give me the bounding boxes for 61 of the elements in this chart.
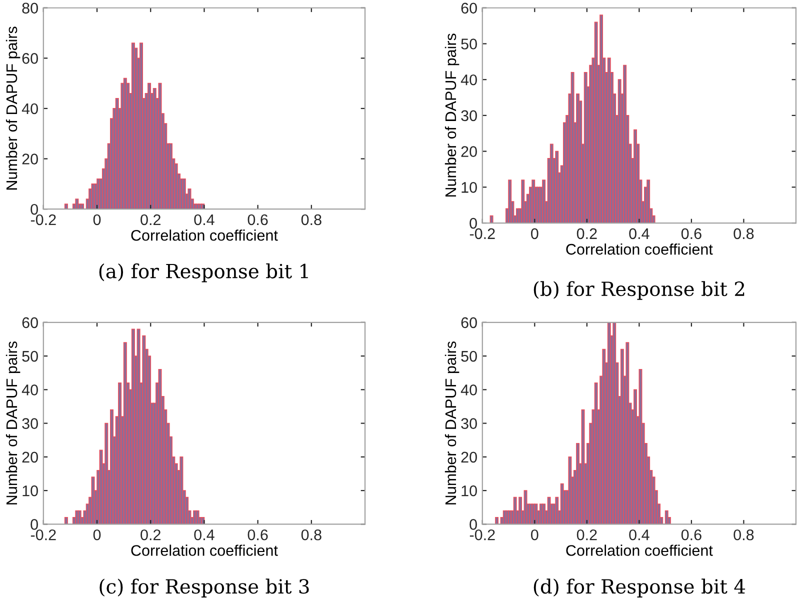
y-tick-label: 60 (22, 53, 38, 64)
x-tick-label: -0.2 (30, 214, 56, 226)
x-tick-label: 0.2 (576, 529, 597, 540)
x-tick-label: 0.8 (301, 529, 322, 540)
x-tick-label: 0.2 (140, 214, 160, 226)
y-axis-title: Number of DAPUF pairs (444, 341, 460, 504)
y-tick-label: 30 (461, 418, 477, 429)
text: (c) for Response bit 3 (100, 578, 309, 598)
x-tick-label: 0 (93, 214, 101, 226)
y-tick-label: 20 (461, 146, 477, 157)
y-tick-label: 40 (22, 384, 38, 396)
y-tick-label: 60 (461, 317, 477, 328)
y-axis-title: Number of DAPUF pairs (444, 34, 460, 197)
y-tick-label: 0 (470, 519, 477, 530)
x-tick-label: 0.6 (248, 214, 268, 226)
x-axis-title: Correlation coefficient (566, 544, 713, 556)
y-tick-label: 20 (22, 452, 38, 463)
x-axis-title: Correlation coefficient (131, 230, 278, 241)
x-tick-label: 0.4 (194, 529, 214, 540)
y-tick-label: 50 (461, 350, 477, 362)
y-tick-label: 0 (30, 519, 38, 530)
y-tick-label: 40 (460, 384, 477, 396)
x-axis-title: Correlation coefficient (131, 544, 278, 556)
x-tick-label: -0.2 (30, 529, 56, 540)
x-tick-label: 0.4 (194, 214, 214, 226)
y-tick-label: 40 (22, 103, 38, 114)
x-tick-label: 0.2 (576, 228, 597, 240)
text: (b) for Response bit 2 (534, 281, 744, 300)
x-tick-label: -0.2 (470, 529, 495, 540)
y-tick-label: 30 (461, 110, 477, 122)
y-axis-title: Number of DAPUF pairs (6, 26, 20, 190)
y-tick-label: 20 (461, 452, 477, 463)
x-tick-label: 0.6 (248, 529, 268, 540)
y-tick-label: 60 (22, 317, 38, 328)
x-tick-label: 0.8 (734, 228, 754, 240)
x-tick-label: 0.8 (301, 214, 322, 226)
text: (a) for Response bit 1 (99, 263, 308, 282)
x-tick-label: 0.8 (734, 529, 754, 540)
x-tick-label: 0 (93, 529, 101, 540)
x-tick-label: 0.6 (681, 228, 702, 240)
y-tick-label: 20 (22, 154, 38, 164)
x-tick-label: -0.2 (470, 228, 495, 240)
y-tick-label: 30 (22, 418, 38, 429)
y-tick-label: 10 (462, 182, 477, 193)
x-tick-label: 0.4 (629, 529, 650, 540)
x-axis-title: Correlation coefficient (566, 244, 713, 255)
text: (d) for Response bit 4 (534, 578, 746, 598)
x-tick-label: 0 (531, 228, 538, 240)
y-tick-label: 50 (22, 350, 38, 362)
y-tick-label: 10 (22, 485, 38, 496)
x-tick-label: 0.4 (629, 228, 650, 240)
x-tick-label: 0.6 (681, 529, 702, 540)
y-tick-label: 80 (22, 2, 38, 14)
y-tick-label: 10 (462, 485, 477, 496)
y-axis-title: Number of DAPUF pairs (6, 341, 20, 504)
x-tick-label: 0 (531, 529, 538, 540)
x-tick-label: 0.2 (140, 529, 160, 540)
y-tick-label: 0 (30, 204, 38, 215)
y-tick-label: 40 (460, 74, 477, 86)
y-tick-label: 50 (461, 38, 477, 50)
y-tick-label: 60 (461, 2, 477, 14)
